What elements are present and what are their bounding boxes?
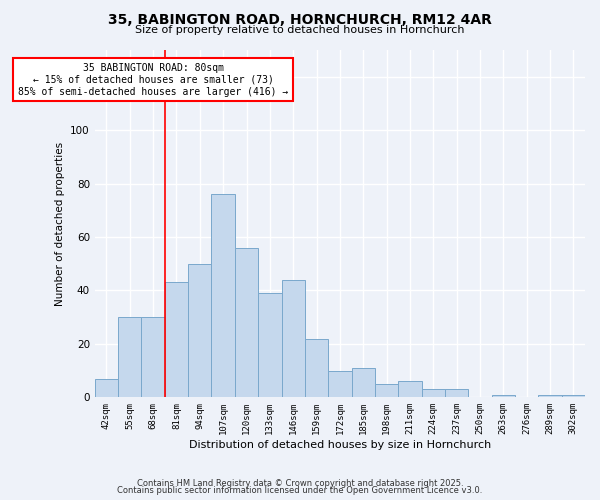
Bar <box>211 194 235 398</box>
Bar <box>538 394 562 398</box>
Bar <box>562 394 585 398</box>
Text: 35 BABINGTON ROAD: 80sqm
← 15% of detached houses are smaller (73)
85% of semi-d: 35 BABINGTON ROAD: 80sqm ← 15% of detach… <box>18 64 288 96</box>
Bar <box>95 378 118 398</box>
Text: Size of property relative to detached houses in Hornchurch: Size of property relative to detached ho… <box>135 25 465 35</box>
Bar <box>118 317 142 398</box>
Bar <box>305 338 328 398</box>
Bar <box>281 280 305 398</box>
Bar <box>165 282 188 398</box>
Bar <box>352 368 375 398</box>
Bar <box>235 248 258 398</box>
Bar <box>258 293 281 398</box>
Bar <box>328 370 352 398</box>
X-axis label: Distribution of detached houses by size in Hornchurch: Distribution of detached houses by size … <box>189 440 491 450</box>
Text: 35, BABINGTON ROAD, HORNCHURCH, RM12 4AR: 35, BABINGTON ROAD, HORNCHURCH, RM12 4AR <box>108 12 492 26</box>
Bar <box>422 390 445 398</box>
Bar <box>491 394 515 398</box>
Bar <box>398 382 422 398</box>
Bar <box>188 264 211 398</box>
Text: Contains HM Land Registry data © Crown copyright and database right 2025.: Contains HM Land Registry data © Crown c… <box>137 478 463 488</box>
Bar <box>445 390 468 398</box>
Text: Contains public sector information licensed under the Open Government Licence v3: Contains public sector information licen… <box>118 486 482 495</box>
Bar <box>142 317 165 398</box>
Y-axis label: Number of detached properties: Number of detached properties <box>55 142 65 306</box>
Bar <box>375 384 398 398</box>
